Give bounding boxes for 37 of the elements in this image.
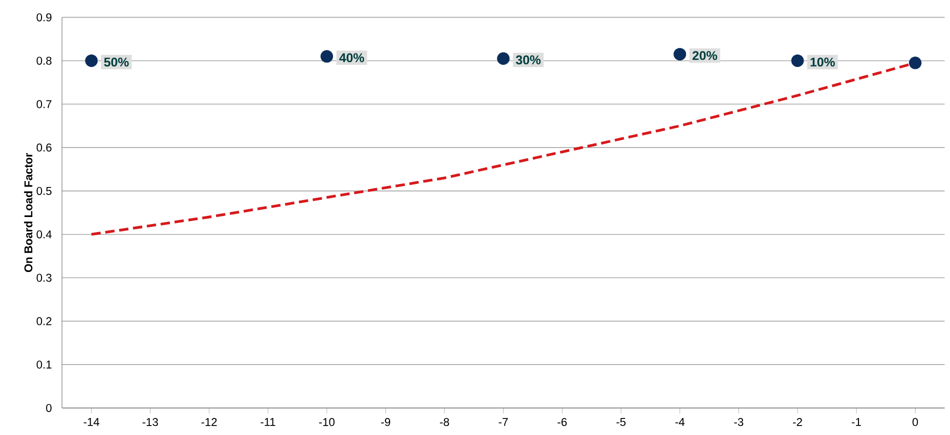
- point: [320, 50, 334, 63]
- x-tick-label: -1: [852, 418, 861, 426]
- x-tick-label: -13: [142, 418, 158, 426]
- x-tick-label: -2: [793, 418, 802, 426]
- annotation: 40%: [339, 53, 364, 62]
- annotation: 50%: [104, 58, 129, 67]
- x-tick-label: -7: [498, 418, 508, 426]
- point: [908, 56, 922, 70]
- x-tick-label: -4: [675, 418, 685, 426]
- annotation: 10%: [810, 58, 835, 67]
- x-tick-label: 0: [912, 418, 918, 426]
- point: [85, 54, 98, 68]
- point: [674, 48, 686, 61]
- point: [497, 52, 510, 65]
- x-tick-label: -9: [381, 418, 390, 426]
- y-tick-label: 0.7: [36, 100, 52, 108]
- y-tick-label: 0.6: [36, 144, 52, 152]
- x-tick-label: -3: [734, 418, 744, 426]
- x-tick-label: -6: [558, 418, 567, 426]
- x-tick-label: -11: [260, 418, 276, 426]
- y-tick-label: 0.3: [36, 274, 52, 282]
- annotation: 20%: [692, 51, 718, 60]
- y-tick-label: 0.4: [36, 230, 52, 238]
- y-tick-label: 0: [46, 404, 52, 412]
- x-tick-label: -14: [84, 418, 100, 426]
- y-tick-label: 0.1: [36, 360, 52, 369]
- x-tick-label: -12: [201, 418, 217, 426]
- x-tick-label: -8: [440, 418, 450, 426]
- x-tick-label: -10: [319, 418, 335, 426]
- x-tick-label: -5: [616, 418, 626, 426]
- y-tick-label: 0.9: [36, 13, 52, 22]
- annotation: 30%: [516, 55, 541, 64]
- y-tick-label: 0.8: [36, 56, 52, 65]
- point: [791, 54, 804, 68]
- y-tick-label: 0.2: [36, 317, 52, 326]
- y-tick-label: 0.5: [36, 186, 52, 195]
- y-axis-title: On Board Load Factor: [24, 153, 32, 272]
